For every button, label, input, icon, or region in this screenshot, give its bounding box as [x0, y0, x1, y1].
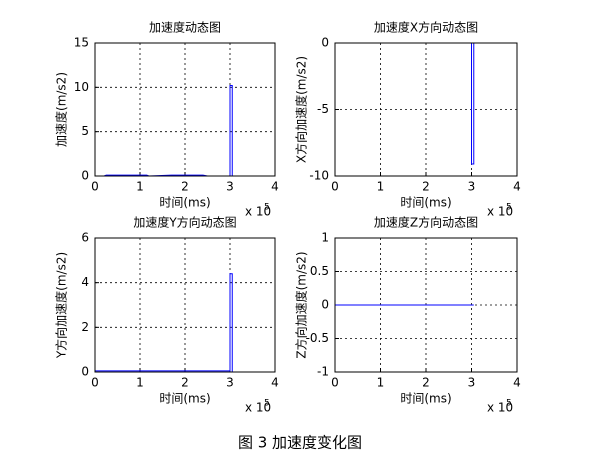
y-tick-label: 0: [321, 298, 329, 312]
x-axis-label: 时间(ms): [400, 196, 451, 210]
plot-frame: [334, 237, 518, 373]
y-tick-label: -0.5: [306, 331, 329, 345]
x-scale-label: x 10: [487, 401, 513, 415]
x-tick-label: 2: [422, 180, 430, 194]
caption: 图 3 加速度变化图: [238, 434, 362, 452]
x-scale-label: x 10: [487, 205, 513, 219]
x-tick-label: 3: [468, 376, 476, 390]
y-tick-label: -1: [317, 365, 329, 379]
x-tick-label: 0: [331, 180, 339, 194]
x-tick-label: 0: [91, 376, 99, 390]
plot-title: 加速度Z方向动态图: [374, 215, 478, 230]
x-tick-label: 0: [91, 180, 99, 194]
data-line: [95, 273, 233, 372]
x-tick-label: 3: [226, 180, 234, 194]
y-tick-label: 4: [81, 275, 89, 289]
x-scale-exponent: 5: [264, 203, 270, 213]
y-axis-label: X方向加速度(m/s2): [294, 56, 309, 163]
x-tick-label: 1: [377, 376, 385, 390]
x-tick-label: 3: [468, 180, 476, 194]
x-axis-label: 时间(ms): [159, 392, 210, 406]
x-tick-label: 1: [136, 180, 144, 194]
x-scale-label: x 10: [245, 401, 271, 415]
y-tick-label: 1: [321, 231, 329, 245]
x-scale-exponent: 5: [506, 399, 512, 409]
x-tick-label: 1: [136, 376, 144, 390]
x-tick-label: 3: [226, 376, 234, 390]
x-axis-label: 时间(ms): [400, 392, 451, 406]
x-tick-label: 4: [513, 376, 521, 390]
y-tick-label: 5: [81, 124, 89, 138]
x-tick-label: 0: [331, 376, 339, 390]
y-tick-label: 0: [81, 365, 89, 379]
plot-title: 加速度X方向动态图: [374, 20, 478, 35]
y-tick-label: -5: [317, 102, 329, 116]
x-tick-label: 2: [181, 180, 189, 194]
y-axis-label: 加速度(m/s2): [54, 72, 69, 147]
y-tick-label: 0.5: [310, 264, 329, 278]
x-tick-label: 4: [271, 180, 279, 194]
y-tick-label: 15: [74, 36, 89, 50]
x-scale-exponent: 5: [506, 203, 512, 213]
plot-frame: [334, 42, 518, 177]
y-tick-label: 2: [81, 320, 89, 334]
x-tick-label: 4: [513, 180, 521, 194]
x-scale-label: x 10: [245, 205, 271, 219]
data-line: [95, 85, 233, 177]
x-tick-label: 1: [377, 180, 385, 194]
x-tick-label: 4: [271, 376, 279, 390]
plot-title: 加速度动态图: [149, 20, 221, 35]
y-tick-label: 6: [81, 231, 89, 245]
y-axis-label: Y方向加速度(m/s2): [54, 252, 69, 359]
y-tick-label: -10: [309, 169, 329, 183]
plot-frame: [94, 42, 276, 177]
x-axis-label: 时间(ms): [159, 196, 210, 210]
y-tick-label: 10: [74, 80, 89, 94]
y-tick-label: 0: [321, 36, 329, 50]
x-tick-label: 2: [422, 376, 430, 390]
x-scale-exponent: 5: [264, 399, 270, 409]
plot-title: 加速度Y方向动态图: [133, 215, 236, 230]
y-tick-label: 0: [81, 169, 89, 183]
plot-frame: [94, 237, 276, 373]
y-axis-label: Z方向加速度(m/s2): [294, 251, 309, 358]
x-tick-label: 2: [181, 376, 189, 390]
